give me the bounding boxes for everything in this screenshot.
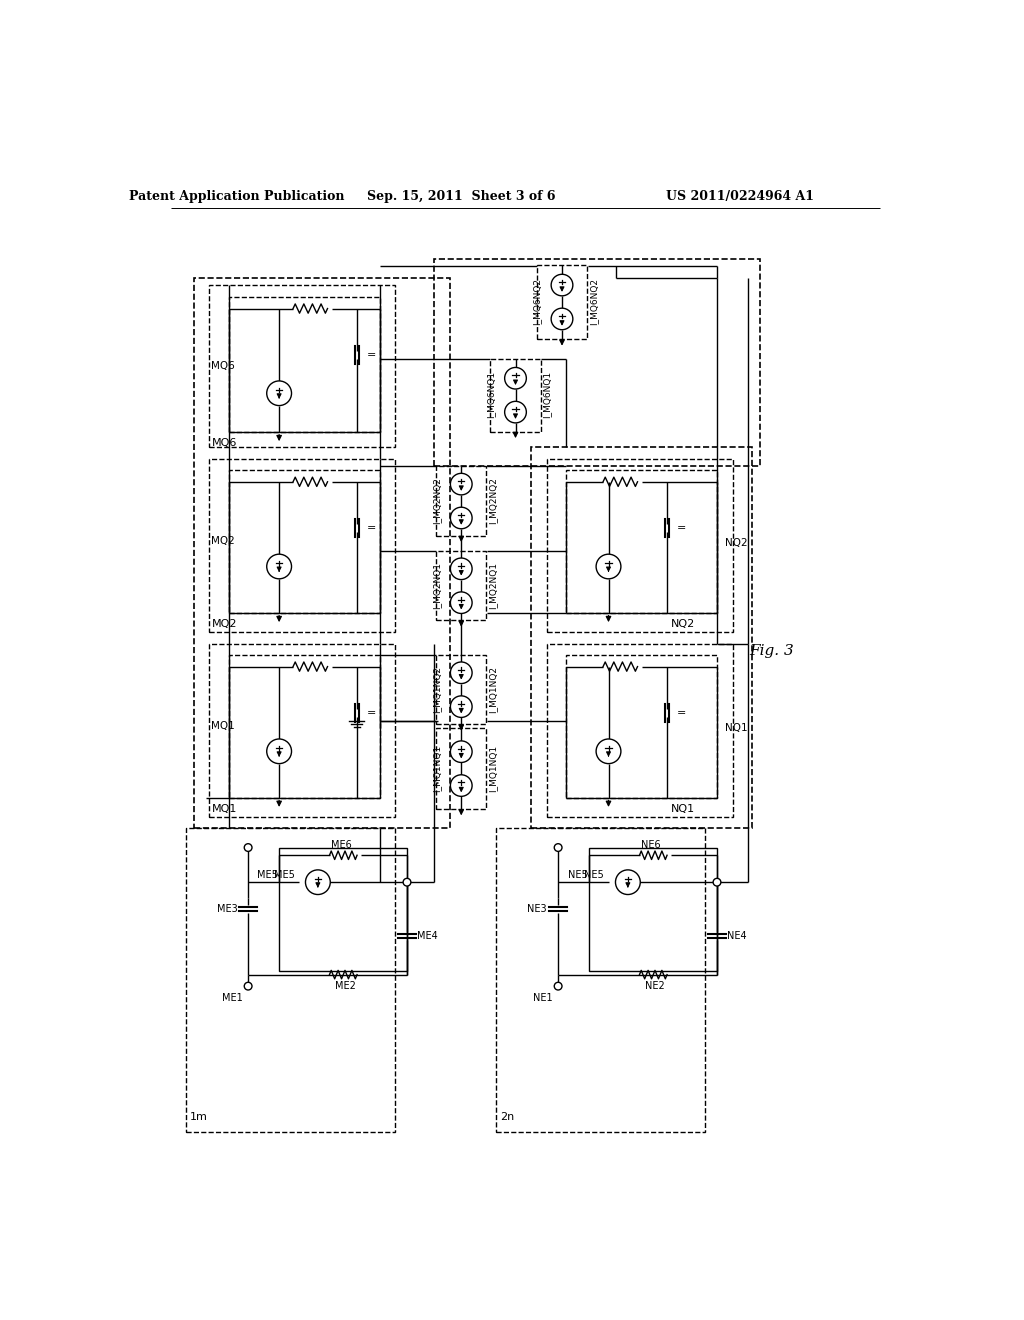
Circle shape [451,558,472,579]
Text: I_MQ2NQ1: I_MQ2NQ1 [488,562,498,610]
Circle shape [451,741,472,763]
Bar [228,297,380,432]
Text: NQ2: NQ2 [671,619,694,630]
Circle shape [551,308,572,330]
Circle shape [451,663,472,684]
Bar [228,655,380,797]
Text: NQ2: NQ2 [725,539,748,548]
Text: ME5: ME5 [273,870,295,879]
Circle shape [403,878,411,886]
Circle shape [451,474,472,495]
Text: MQ2: MQ2 [212,619,238,630]
Circle shape [451,775,472,796]
Bar [228,470,380,612]
Text: US 2011/0224964 A1: US 2011/0224964 A1 [667,190,814,203]
Text: ME5: ME5 [257,870,278,879]
Circle shape [305,870,331,895]
Circle shape [451,591,472,614]
Circle shape [505,367,526,389]
Bar [547,459,732,632]
Text: NE1: NE1 [532,993,552,1003]
Text: MQ1: MQ1 [212,804,238,814]
Circle shape [554,982,562,990]
Bar [209,644,395,817]
Text: NE2: NE2 [645,981,665,991]
Text: =: = [677,708,686,718]
Text: =: = [677,523,686,533]
Circle shape [596,739,621,763]
Bar [589,847,717,970]
Circle shape [713,878,721,886]
Text: NE4: NE4 [727,931,746,941]
Bar [280,847,407,970]
Text: Fig. 3: Fig. 3 [749,644,794,659]
Bar [209,459,395,632]
Bar [436,466,486,536]
Text: ME2: ME2 [335,981,355,991]
Bar [547,644,732,817]
Circle shape [596,554,621,578]
Text: I_MQ6NQ1: I_MQ6NQ1 [543,371,552,418]
Text: I_MQ1NQ1: I_MQ1NQ1 [488,744,498,792]
Bar [186,829,395,1133]
Text: I_MQ1NQ1: I_MQ1NQ1 [432,744,440,792]
Bar [436,655,486,725]
Text: MQ6: MQ6 [211,362,234,371]
Bar [496,829,706,1133]
Bar [209,285,395,447]
Text: Sep. 15, 2011  Sheet 3 of 6: Sep. 15, 2011 Sheet 3 of 6 [367,190,555,203]
Text: I_MQ6NQ1: I_MQ6NQ1 [486,371,495,418]
Bar [566,655,717,797]
Text: I_MQ2NQ2: I_MQ2NQ2 [488,478,498,524]
Text: MQ2: MQ2 [211,536,234,546]
Text: NE3: NE3 [527,904,547,915]
Circle shape [266,739,292,763]
Text: I_MQ2NQ2: I_MQ2NQ2 [432,478,440,524]
Circle shape [615,870,640,895]
Bar [537,264,587,339]
Text: ME4: ME4 [417,931,438,941]
Text: NE5: NE5 [584,870,603,879]
Circle shape [505,401,526,422]
Bar [531,447,752,829]
Text: ME6: ME6 [331,841,352,850]
Circle shape [245,982,252,990]
Text: I_MQ1NQ2: I_MQ1NQ2 [432,667,440,713]
Circle shape [266,381,292,405]
Circle shape [451,696,472,718]
Circle shape [551,275,572,296]
Text: NQ1: NQ1 [671,804,694,814]
Text: I_MQ2NQ1: I_MQ2NQ1 [432,562,440,610]
Text: MQ1: MQ1 [211,721,234,731]
Text: I_MQ1NQ2: I_MQ1NQ2 [488,667,498,713]
Text: NE5: NE5 [568,870,588,879]
Text: 1m: 1m [190,1111,208,1122]
Text: Patent Application Publication: Patent Application Publication [129,190,344,203]
Text: NE6: NE6 [641,841,660,850]
Text: =: = [367,523,376,533]
Bar [434,259,760,466]
Circle shape [266,554,292,578]
Bar [490,359,541,432]
Circle shape [245,843,252,851]
Text: ME1: ME1 [222,993,243,1003]
Text: MQ6: MQ6 [212,438,238,449]
Bar [436,729,486,809]
Circle shape [451,507,472,529]
Text: 2n: 2n [500,1111,514,1122]
Bar [436,552,486,620]
Text: ME3: ME3 [217,904,238,915]
Text: I_MQ6NQ2: I_MQ6NQ2 [532,279,542,325]
Text: =: = [367,708,376,718]
Text: I_MQ6NQ2: I_MQ6NQ2 [589,279,598,325]
Text: =: = [367,350,376,360]
Circle shape [554,843,562,851]
Bar [566,470,717,612]
Bar [194,277,450,829]
Text: NQ1: NQ1 [725,723,748,733]
